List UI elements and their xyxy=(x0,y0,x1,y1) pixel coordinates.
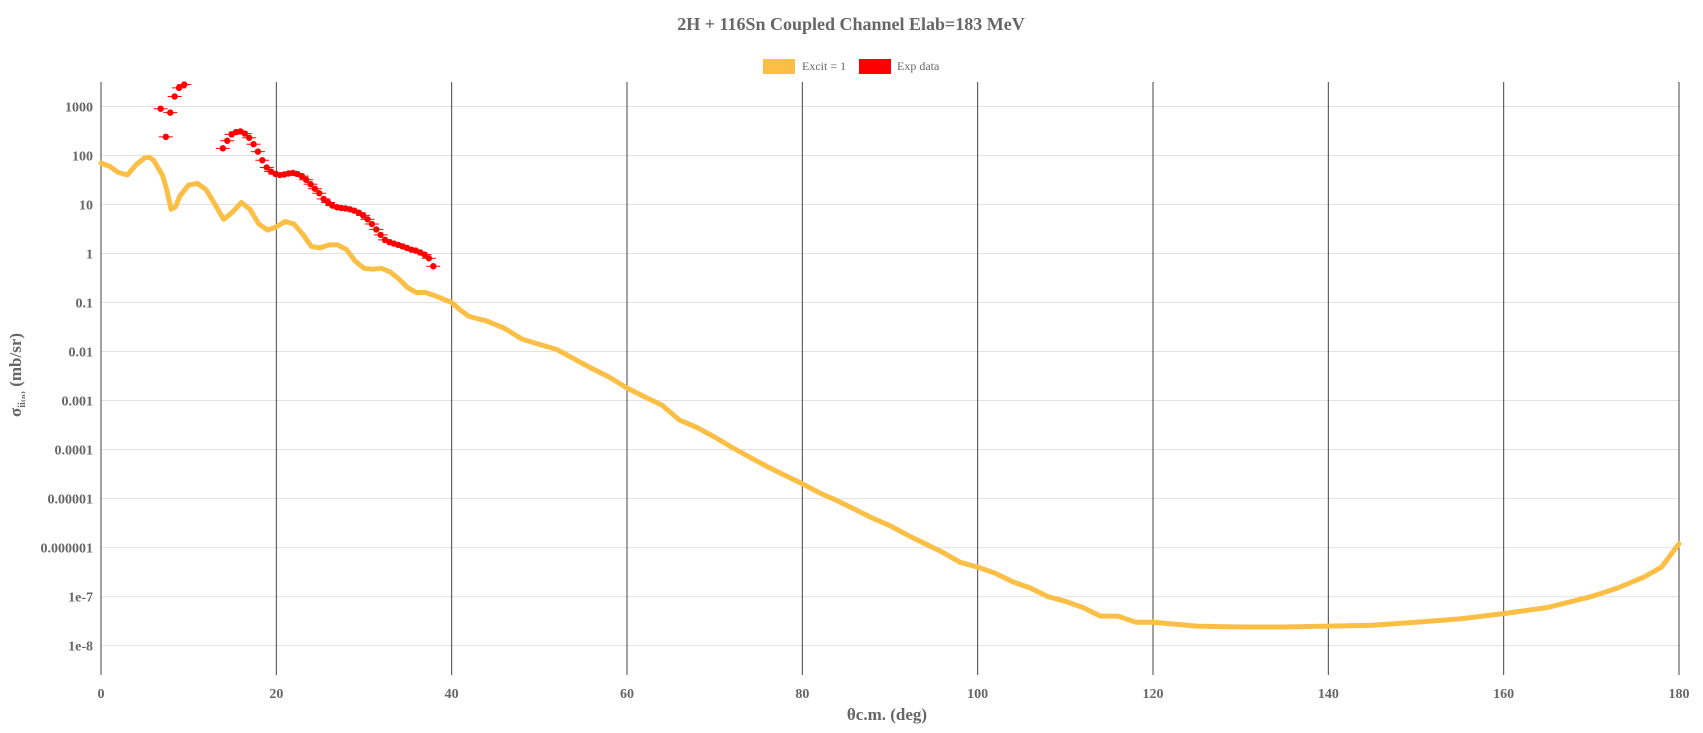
x-tick-label: 80 xyxy=(795,687,809,702)
exp-data-point xyxy=(364,216,371,223)
exp-data-point xyxy=(298,172,305,180)
exp-data-point xyxy=(263,164,270,171)
x-tick-label: 60 xyxy=(620,687,634,702)
exp-data-point xyxy=(430,263,437,270)
exp-data-point xyxy=(421,251,428,258)
legend-label-exp-data: Exp data xyxy=(897,59,940,73)
chart-title: 2H + 116Sn Coupled Channel Elab=183 MeV xyxy=(677,14,1025,34)
y-tick-label: 0.0001 xyxy=(55,444,94,459)
grid-layer xyxy=(100,82,1680,675)
exp-data-point xyxy=(175,84,183,92)
exp-data-point xyxy=(368,220,376,228)
y-tick-label: 0.000001 xyxy=(41,542,94,557)
legend[interactable]: Excit = 1 Exp data xyxy=(763,59,940,74)
exp-data-point xyxy=(181,81,188,88)
y-tick-label: 1 xyxy=(86,248,93,263)
exp-data-point xyxy=(241,130,248,137)
y-tick-label: 1000 xyxy=(65,101,93,116)
exp-data-point xyxy=(307,180,314,188)
exp-data-point xyxy=(254,148,262,155)
y-tick-label: 0.01 xyxy=(69,346,94,361)
exp-data-point xyxy=(316,190,323,197)
legend-swatch-exp-data xyxy=(859,59,891,74)
series-layer xyxy=(98,81,1682,630)
exp-data-point xyxy=(171,93,178,100)
x-tick-label: 40 xyxy=(445,687,459,702)
exp-data-point xyxy=(259,157,266,164)
x-tick-label: 120 xyxy=(1143,687,1164,702)
exp-data-point xyxy=(320,195,327,203)
exp-data-point xyxy=(250,141,257,148)
exp-data-point xyxy=(373,226,380,233)
exp-data-point xyxy=(302,176,310,183)
y-tick-label: 0.1 xyxy=(76,297,94,312)
exp-data-point xyxy=(359,212,367,219)
legend-swatch-excit xyxy=(763,59,795,74)
y-tick-label: 1e-8 xyxy=(68,640,93,655)
x-tick-label: 0 xyxy=(98,687,105,702)
x-tick-label: 140 xyxy=(1318,687,1339,702)
x-tick-label: 20 xyxy=(269,687,283,702)
axis-layer: 10001001010.10.010.0010.00010.000010.000… xyxy=(41,101,1690,702)
y-tick-label: 0.001 xyxy=(62,395,94,410)
exp-data-point xyxy=(167,109,174,116)
exp-data-point xyxy=(377,231,384,239)
y-tick-label: 0.00001 xyxy=(48,493,94,508)
exp-data-point xyxy=(245,134,253,141)
y-tick-label: 100 xyxy=(72,150,93,165)
exp-data-point xyxy=(224,137,231,144)
x-tick-label: 160 xyxy=(1493,687,1514,702)
x-axis-title: θc.m. (deg) xyxy=(847,705,927,724)
exp-data-point xyxy=(157,105,164,112)
exp-data-point xyxy=(425,255,433,262)
exp-data-point xyxy=(162,133,170,141)
legend-label-excit: Excit = 1 xyxy=(802,59,846,73)
x-tick-label: 100 xyxy=(967,687,988,702)
y-axis-title: σii₍ₙ₎ (mb/sr) xyxy=(6,333,28,417)
theory-curve-excit-1 xyxy=(98,154,1682,630)
x-tick-label: 180 xyxy=(1669,687,1690,702)
exp-data-point xyxy=(311,185,319,192)
exp-data-point xyxy=(219,145,227,152)
y-tick-label: 10 xyxy=(79,199,93,214)
y-tick-label: 1e-7 xyxy=(68,591,93,606)
